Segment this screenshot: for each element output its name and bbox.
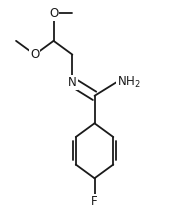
Text: F: F — [91, 195, 98, 208]
Text: NH$_2$: NH$_2$ — [117, 74, 141, 90]
Text: O: O — [30, 48, 39, 61]
Text: N: N — [68, 76, 77, 89]
Text: O: O — [49, 7, 58, 20]
